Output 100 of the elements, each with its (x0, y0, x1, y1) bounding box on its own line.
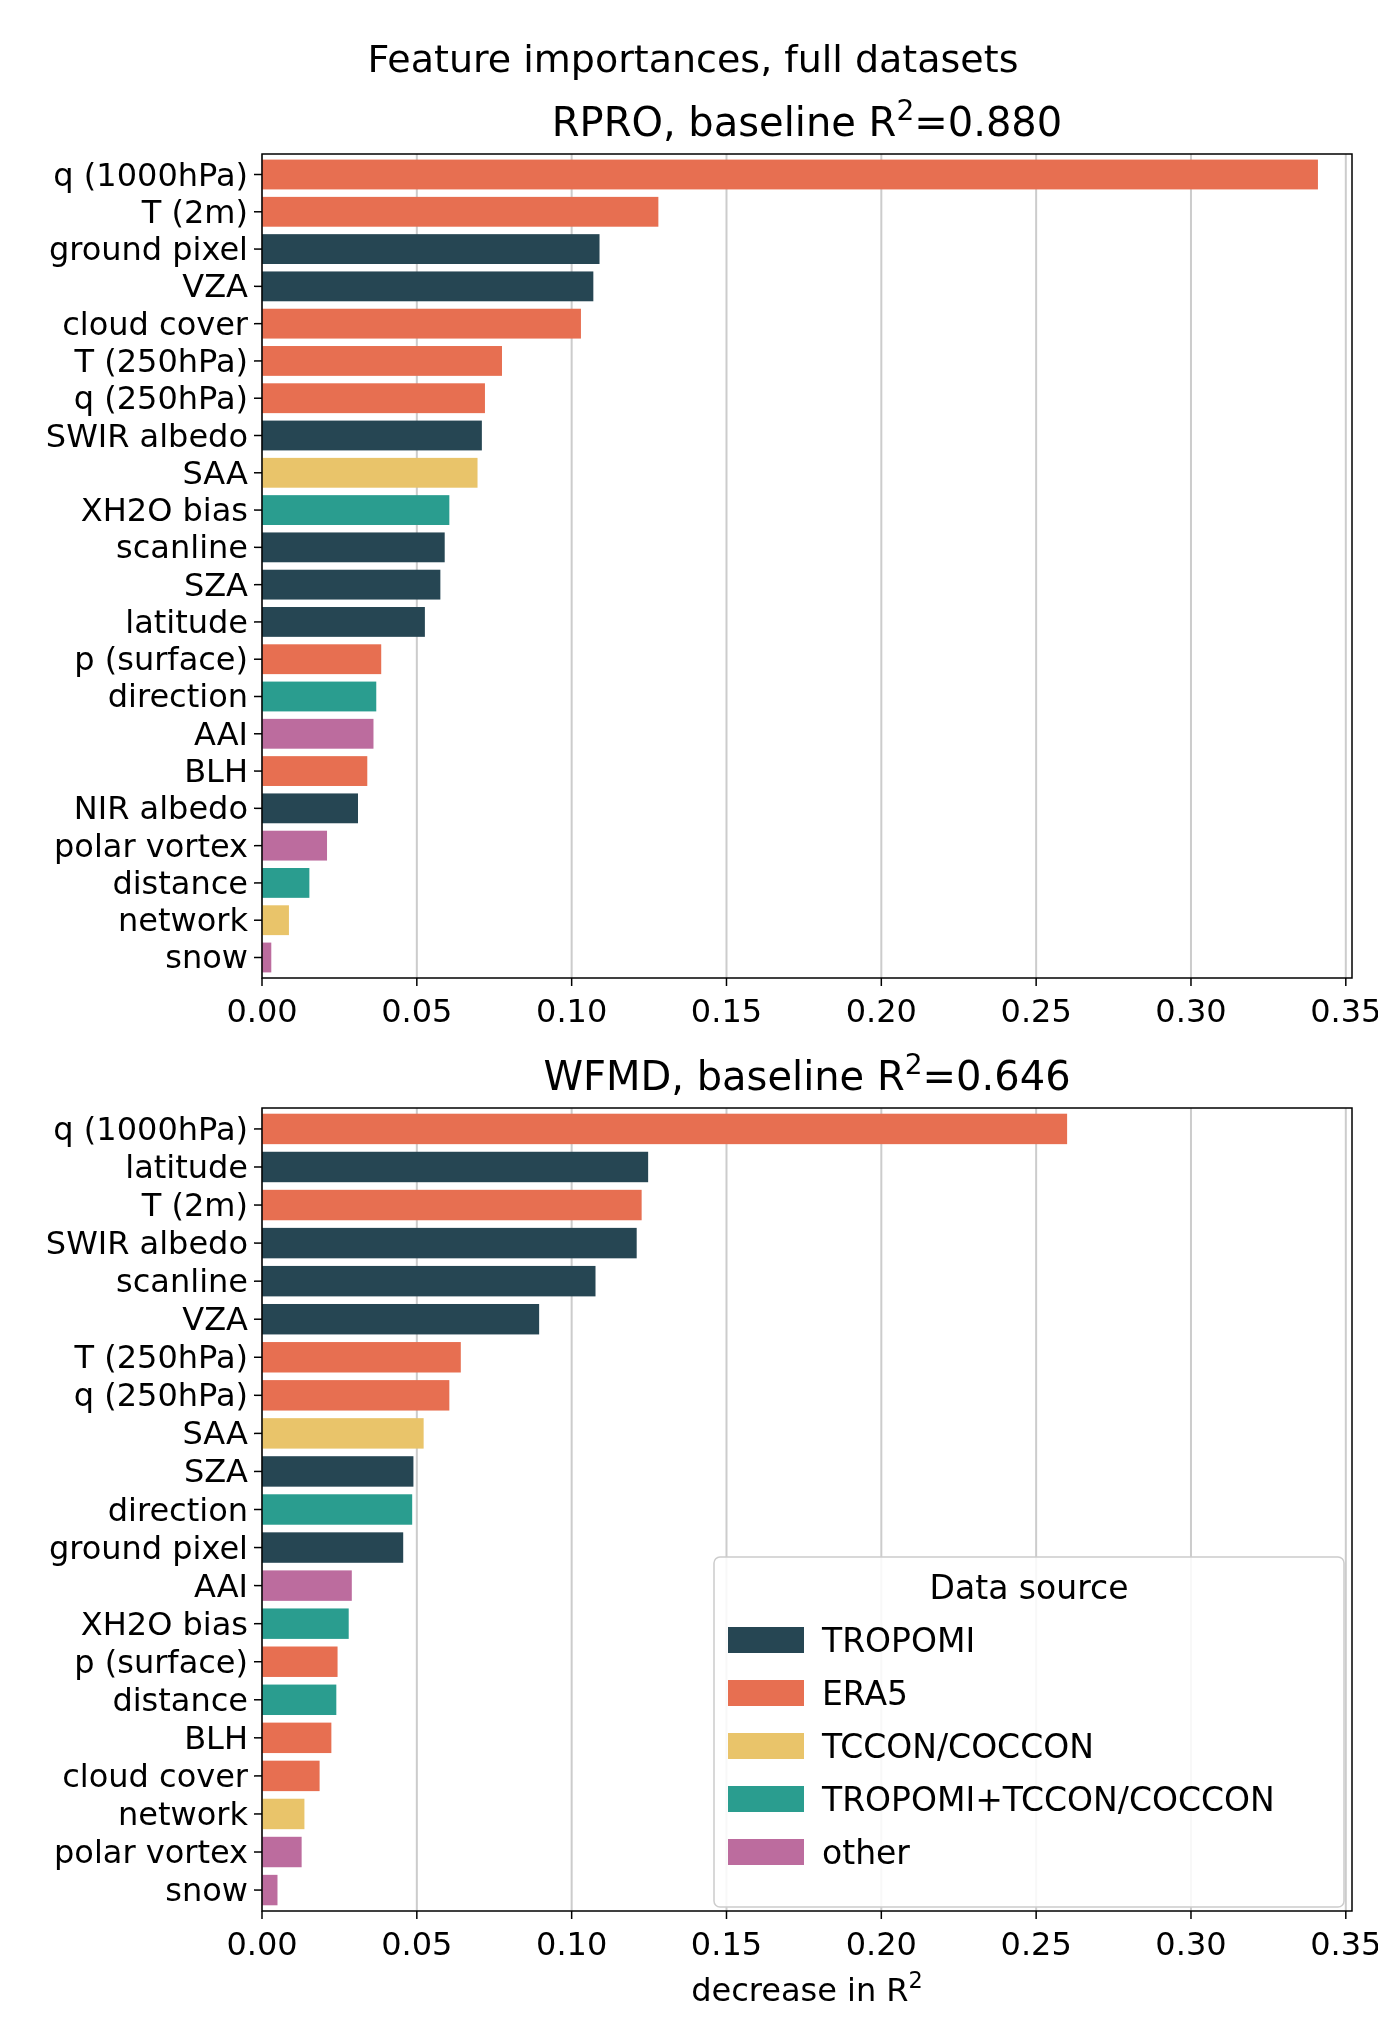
bar (262, 793, 358, 824)
chart-subtitle: RPRO, baseline R$^{2}$=0.880 (551, 93, 1063, 145)
y-tick-label: polar vortex (54, 1833, 248, 1872)
bar (262, 532, 445, 563)
y-tick-label: T (2m) (140, 1186, 248, 1225)
bar (262, 905, 289, 936)
bar (262, 1151, 649, 1183)
y-tick-label: q (250hPa) (73, 379, 248, 418)
y-tick-label: ground pixel (48, 230, 248, 269)
bar (262, 1227, 637, 1259)
y-tick-label: snow (165, 938, 248, 977)
bar (262, 830, 328, 861)
x-tick-label: 0.10 (536, 1925, 608, 1963)
y-tick-label: AAI (193, 714, 248, 753)
bar (262, 1570, 352, 1601)
legend-label: TROPOMI (821, 1621, 976, 1660)
bar (262, 1836, 302, 1868)
x-tick-label: 0.35 (1310, 1925, 1382, 1963)
y-tick-label: direction (107, 1490, 248, 1529)
y-tick-label: latitude (125, 602, 248, 641)
bar (262, 1684, 337, 1716)
bar (262, 1265, 596, 1297)
x-tick-label: 0.35 (1310, 992, 1382, 1030)
y-tick-label: SWIR albedo (45, 1224, 248, 1263)
y-tick-label: cloud cover (62, 1756, 249, 1795)
bar (262, 234, 600, 264)
bar (262, 271, 594, 302)
bar (262, 308, 581, 339)
y-tick-label: BLH (184, 752, 248, 791)
x-tick-label: 0.25 (1000, 1925, 1072, 1963)
bar (262, 346, 502, 376)
legend-title: Data source (929, 1568, 1129, 1607)
y-tick-label: scanline (116, 1262, 248, 1301)
bar (262, 1532, 404, 1563)
bar (262, 1303, 540, 1335)
y-tick-label: network (118, 901, 249, 940)
y-tick-label: VZA (182, 1300, 249, 1339)
chart-title: Feature importances, full datasets (367, 37, 1019, 81)
bar (262, 1113, 1068, 1145)
bar (262, 569, 441, 600)
x-tick-label: 0.30 (1155, 992, 1227, 1030)
bar (262, 1608, 349, 1639)
y-tick-label: T (2m) (140, 192, 248, 231)
x-tick-label: 0.00 (226, 992, 298, 1030)
bar (262, 383, 485, 414)
bar (262, 644, 382, 675)
bar (262, 1380, 450, 1411)
bar (262, 1798, 305, 1830)
x-tick-label: 0.05 (381, 992, 453, 1030)
y-tick-label: snow (165, 1871, 248, 1910)
bar (262, 1189, 642, 1221)
bar (262, 159, 1318, 190)
y-tick-label: T (250hPa) (73, 1338, 248, 1377)
x-tick-label: 0.15 (690, 992, 763, 1030)
x-tick-label: 0.30 (1155, 1925, 1227, 1963)
y-tick-label: q (250hPa) (73, 1376, 248, 1415)
y-tick-label: distance (112, 1680, 248, 1719)
bar (262, 196, 659, 227)
y-tick-label: distance (112, 863, 248, 902)
x-tick-label: 0.05 (381, 1925, 453, 1963)
y-tick-label: q (1000hPa) (53, 155, 248, 194)
bar (262, 1342, 461, 1373)
bar (262, 868, 310, 898)
x-axis-title: decrease in R$^{2}$ (691, 1967, 923, 2009)
bar (262, 607, 425, 637)
legend-label: TROPOMI+TCCON/COCCON (821, 1780, 1275, 1819)
y-tick-label: XH2O bias (80, 1604, 248, 1643)
y-tick-label: latitude (125, 1147, 248, 1186)
bar (262, 1722, 332, 1754)
y-tick-label: scanline (116, 528, 248, 567)
x-tick-label: 0.20 (845, 992, 917, 1030)
x-tick-label: 0.20 (845, 1925, 917, 1963)
bar (262, 1494, 413, 1525)
y-tick-label: T (250hPa) (73, 341, 248, 380)
legend-label: ERA5 (822, 1674, 909, 1713)
y-tick-label: p (surface) (74, 640, 248, 679)
x-tick-label: 0.15 (690, 1925, 763, 1963)
y-tick-label: BLH (184, 1718, 248, 1757)
y-tick-label: AAI (193, 1566, 248, 1605)
bar (262, 495, 450, 525)
y-tick-label: q (1000hPa) (53, 1109, 248, 1148)
bar (262, 420, 482, 451)
y-tick-label: SAA (182, 453, 249, 492)
bar (262, 681, 377, 712)
bar (262, 1418, 424, 1449)
bar (262, 756, 368, 786)
y-tick-label: XH2O bias (80, 491, 248, 530)
bar (262, 1760, 320, 1792)
y-tick-label: NIR albedo (73, 789, 248, 828)
bar (262, 457, 478, 488)
chart-title: WFMD, baseline R$^{2}$=0.646 (543, 1047, 1071, 1099)
y-tick-label: SZA (183, 1452, 249, 1491)
y-tick-label: SWIR albedo (45, 416, 248, 455)
y-tick-label: polar vortex (54, 826, 248, 865)
legend-label: TCCON/COCCON (821, 1727, 1094, 1766)
bar (262, 718, 374, 749)
x-tick-label: 0.00 (226, 1925, 298, 1963)
x-tick-label: 0.10 (536, 992, 608, 1030)
y-tick-label: network (118, 1794, 249, 1833)
y-tick-label: direction (107, 677, 248, 716)
